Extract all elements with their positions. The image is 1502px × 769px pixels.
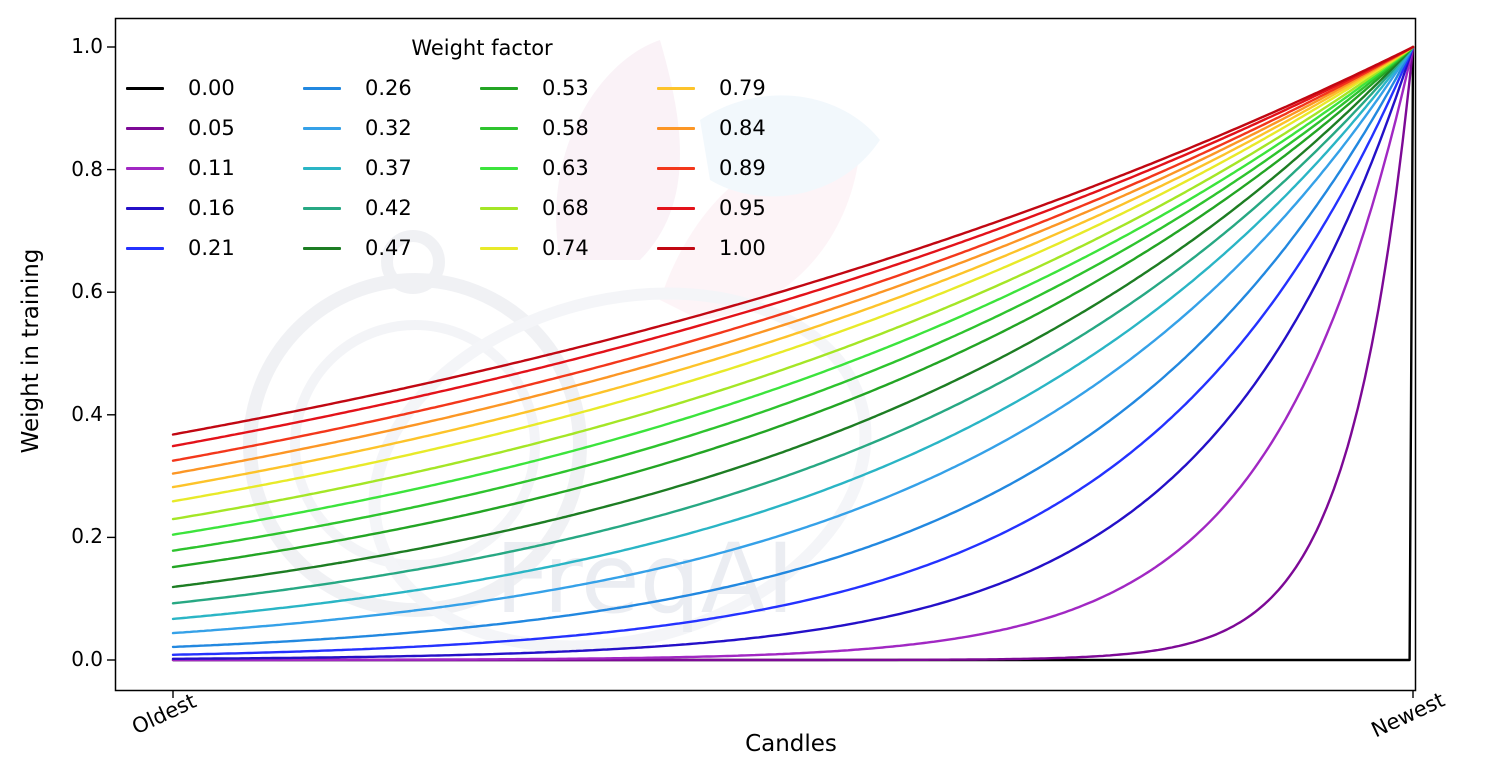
legend-label: 1.00 [719,236,766,260]
legend-line-swatch [126,246,164,250]
legend-entry: 0.79 [657,68,834,108]
legend-entry: 0.89 [657,148,834,188]
watermark-text: FreqAI [495,523,795,635]
watermark-stopwatch-inner-ring [290,320,540,570]
legend-grid: 0.00 0.05 0.11 0.16 0.21 0.26 0.32 0.37 0.42 0.47… [126,68,838,268]
series-line-0.63 [171,45,1415,536]
legend-entry: 0.16 [126,188,303,228]
legend-line-swatch [126,126,164,130]
legend-line-swatch [126,86,164,90]
legend-line-swatch [657,126,695,130]
series-line-0.26 [171,45,1415,649]
legend-label: 0.68 [542,196,589,220]
legend-line-swatch [657,166,695,170]
legend-entry: 0.26 [303,68,480,108]
legend-title: Weight factor [411,36,553,60]
legend-entry: 0.00 [126,68,303,108]
legend-line-swatch [303,166,341,170]
legend-entry: 1.00 [657,228,834,268]
legend-label: 0.42 [365,196,412,220]
legend-entry: 0.58 [480,108,657,148]
legend-label: 0.79 [719,76,766,100]
legend-line-swatch [303,126,341,130]
watermark-stopwatch-crown [381,230,445,294]
legend-entry: 0.74 [480,228,657,268]
legend-line-swatch [657,86,695,90]
legend-entry: 0.63 [480,148,657,188]
series-line-0.32 [171,45,1415,635]
legend-label: 0.95 [719,196,766,220]
series-line-0.68 [171,45,1415,521]
legend-label: 0.05 [188,116,235,140]
legend-label: 0.37 [365,156,412,180]
legend-label: 0.21 [188,236,235,260]
legend-line-swatch [303,246,341,250]
series-line-0.79 [171,45,1415,489]
legend-entry: 0.11 [126,148,303,188]
legend-entry: 0.68 [480,188,657,228]
series-line-0.47 [171,45,1415,589]
legend-line-swatch [126,206,164,210]
series-line-0.42 [171,45,1415,605]
legend-label: 0.89 [719,156,766,180]
legend-line-swatch [657,246,695,250]
series-line-0.89 [171,45,1415,462]
legend-label: 0.16 [188,196,235,220]
legend-entry: 0.53 [480,68,657,108]
legend-entry: 0.05 [126,108,303,148]
legend-entry: 0.21 [126,228,303,268]
series-line-0.21 [171,45,1415,656]
legend-label: 0.26 [365,76,412,100]
legend-line-swatch [480,246,518,250]
legend-label: 0.58 [542,116,589,140]
legend: Weight factor 0.00 0.05 0.11 0.16 0.21 0.26 0.… [126,36,838,268]
legend-entry: 0.42 [303,188,480,228]
legend-entry: 0.95 [657,188,834,228]
legend-line-swatch [657,206,695,210]
legend-label: 0.53 [542,76,589,100]
legend-line-swatch [480,86,518,90]
legend-label: 0.84 [719,116,766,140]
legend-label: 0.63 [542,156,589,180]
legend-label: 0.00 [188,76,235,100]
legend-entry: 0.47 [303,228,480,268]
axes-frame [114,17,1417,692]
legend-line-swatch [303,206,341,210]
legend-label: 0.11 [188,156,235,180]
legend-label: 0.32 [365,116,412,140]
legend-line-swatch [480,126,518,130]
series-line-0.53 [171,45,1415,569]
series-line-1.00 [171,45,1415,436]
watermark-leaf-pink [556,40,680,260]
legend-line-swatch [480,166,518,170]
series-line-0.84 [171,45,1415,475]
legend-label: 0.74 [542,236,589,260]
legend-line-swatch [480,206,518,210]
series-line-0.95 [171,45,1415,448]
legend-entry: 0.84 [657,108,834,148]
series-line-0.11 [171,45,1415,662]
legend-line-swatch [126,166,164,170]
series-line-0.37 [171,45,1415,621]
series-line-0.58 [171,45,1415,552]
watermark-swirl [368,287,872,653]
legend-entry: 0.32 [303,108,480,148]
legend-entry: 0.37 [303,148,480,188]
series-line-0.74 [171,45,1415,503]
watermark-leaf-blue [700,95,880,197]
legend-line-swatch [303,86,341,90]
series-line-0.16 [171,45,1415,660]
legend-label: 0.47 [365,236,412,260]
